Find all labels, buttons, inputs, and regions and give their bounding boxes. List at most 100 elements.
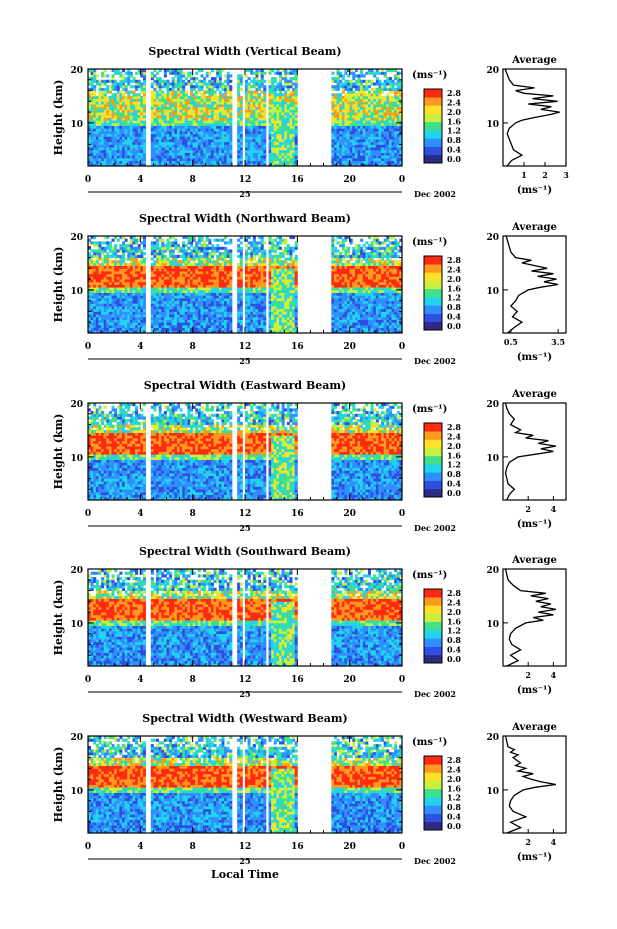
heatmap-cell <box>292 71 296 75</box>
heatmap-cell <box>195 98 199 102</box>
heatmap-cell <box>174 160 178 164</box>
heatmap-cell <box>156 112 160 116</box>
heatmap-cell <box>174 82 178 86</box>
heatmap-cell <box>336 114 340 118</box>
heatmap-cell <box>98 289 102 293</box>
heatmap-cell <box>192 149 196 153</box>
heatmap-cell <box>88 241 92 245</box>
heatmap-cell <box>163 319 167 323</box>
heatmap-cell <box>158 260 162 264</box>
heatmap-cell <box>114 114 118 118</box>
heatmap-cell <box>90 136 94 140</box>
heatmap-cell <box>375 149 379 153</box>
heatmap-cell <box>229 149 233 153</box>
heatmap-cell <box>229 93 233 97</box>
heatmap-cell <box>106 125 110 129</box>
heatmap-cell <box>176 303 180 307</box>
heatmap-cell <box>367 109 371 113</box>
heatmap-cell <box>171 292 175 296</box>
heatmap-cell <box>357 85 361 89</box>
heatmap-cell <box>182 101 186 105</box>
heatmap-cell <box>203 246 207 250</box>
heatmap-cell <box>396 122 400 126</box>
heatmap-cell <box>190 157 194 162</box>
heatmap-cell <box>161 284 165 288</box>
heatmap-cell <box>158 303 162 307</box>
heatmap-cell <box>135 287 139 291</box>
heatmap-cell <box>245 149 249 153</box>
heatmap-cell <box>362 163 366 167</box>
heatmap-cell <box>122 133 126 137</box>
heatmap-cell <box>391 157 395 162</box>
heatmap-cell <box>150 271 154 275</box>
heatmap-cell <box>114 104 118 108</box>
heatmap-cell <box>171 69 175 73</box>
avg-frame <box>502 68 567 167</box>
heatmap-cell <box>108 311 112 315</box>
heatmap-cell <box>114 157 118 162</box>
heatmap-cell <box>268 163 272 167</box>
heatmap-cell <box>245 112 249 116</box>
heatmap-cell <box>187 322 191 326</box>
heatmap-cell <box>276 149 280 153</box>
heatmap-cell <box>347 85 351 89</box>
heatmap-cell <box>114 257 118 261</box>
heatmap-cell <box>119 125 123 129</box>
heatmap-cell <box>208 106 212 110</box>
heatmap-cell <box>279 82 283 86</box>
heatmap-cell <box>95 273 99 277</box>
heatmap-cell <box>203 117 207 121</box>
heatmap-cell <box>365 112 369 116</box>
heatmap-cell <box>184 262 188 267</box>
heatmap-cell <box>341 147 345 151</box>
heatmap-cell <box>156 101 160 105</box>
heatmap-cell <box>273 163 277 167</box>
heatmap-cell <box>192 160 196 164</box>
heatmap-cell <box>111 314 115 318</box>
heatmap-cell <box>200 98 204 102</box>
heatmap-cell <box>208 71 212 75</box>
heatmap-cell <box>108 308 112 312</box>
heatmap-cell <box>124 109 128 113</box>
heatmap-cell <box>210 303 214 307</box>
heatmap-cell <box>140 300 144 304</box>
heatmap-cell <box>388 149 392 153</box>
heatmap-cell <box>137 141 141 145</box>
heatmap-cell <box>352 109 356 113</box>
heatmap-cell <box>106 262 110 267</box>
heatmap-cell <box>184 236 188 240</box>
heatmap-cell <box>218 147 222 151</box>
heatmap-cell <box>108 241 112 245</box>
heatmap-cell <box>349 155 353 159</box>
heatmap-cell <box>279 95 283 100</box>
heatmap-cell <box>375 82 379 86</box>
heatmap-cell <box>286 141 290 145</box>
heatmap-cell <box>98 93 102 97</box>
heatmap-cell <box>271 106 275 110</box>
heatmap-cell <box>354 139 358 143</box>
heatmap-cell <box>124 262 128 267</box>
heatmap-cell <box>208 327 212 331</box>
heatmap-cell <box>271 163 275 167</box>
heatmap-cell <box>197 152 201 156</box>
heatmap-cell <box>135 101 139 105</box>
heatmap-cell <box>190 90 194 94</box>
heatmap-cell <box>122 106 126 110</box>
heatmap-cell <box>140 133 144 137</box>
heatmap-cell <box>286 136 290 140</box>
heatmap-cell <box>208 82 212 86</box>
heatmap-cell <box>336 130 340 135</box>
heatmap-cell <box>258 147 262 151</box>
heatmap-cell <box>98 311 102 315</box>
heatmap-cell <box>137 265 141 269</box>
heatmap-cell <box>210 82 214 86</box>
heatmap-cell <box>205 246 209 250</box>
heatmap-cell <box>98 160 102 164</box>
heatmap-cell <box>205 112 209 116</box>
heatmap-cell <box>184 163 188 167</box>
heatmap-cell <box>90 249 94 253</box>
heatmap-cell <box>213 276 217 280</box>
heatmap-cell <box>106 265 110 269</box>
heatmap-cell <box>333 114 337 118</box>
heatmap-cell <box>88 300 92 304</box>
